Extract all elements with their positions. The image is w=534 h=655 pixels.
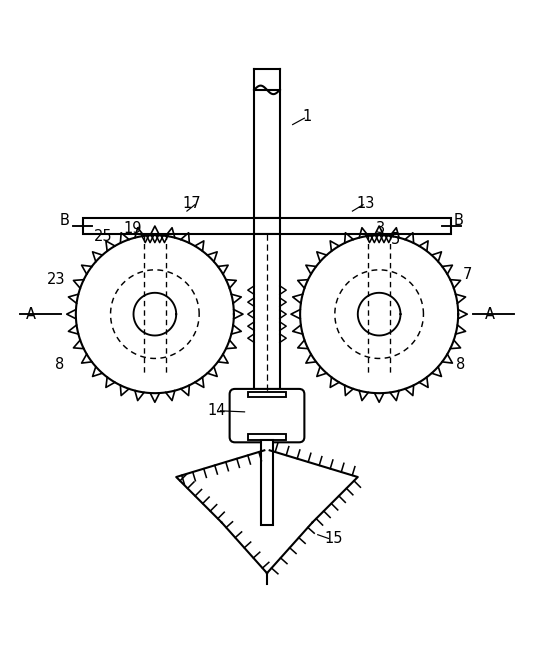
Bar	[254, 90, 280, 218]
Text: 8: 8	[55, 358, 65, 373]
Text: 25: 25	[94, 229, 112, 244]
Text: 15: 15	[325, 531, 343, 546]
Text: 17: 17	[183, 196, 201, 211]
Text: 5: 5	[390, 232, 400, 247]
Bar	[248, 434, 286, 440]
FancyBboxPatch shape	[230, 389, 304, 442]
Text: B: B	[453, 213, 463, 228]
Text: 23: 23	[47, 272, 65, 287]
Text: A: A	[485, 307, 495, 322]
Bar	[248, 392, 286, 397]
Bar	[254, 234, 280, 394]
Bar	[261, 440, 273, 525]
Text: 1: 1	[302, 109, 312, 124]
Text: 7: 7	[462, 267, 472, 282]
Text: 8: 8	[456, 358, 465, 373]
Text: 3: 3	[375, 221, 385, 236]
Text: 13: 13	[357, 196, 375, 211]
Text: 19: 19	[123, 221, 142, 236]
Bar	[83, 218, 451, 234]
Text: 14: 14	[207, 403, 225, 418]
Text: A: A	[26, 307, 36, 322]
Text: B: B	[59, 213, 69, 228]
